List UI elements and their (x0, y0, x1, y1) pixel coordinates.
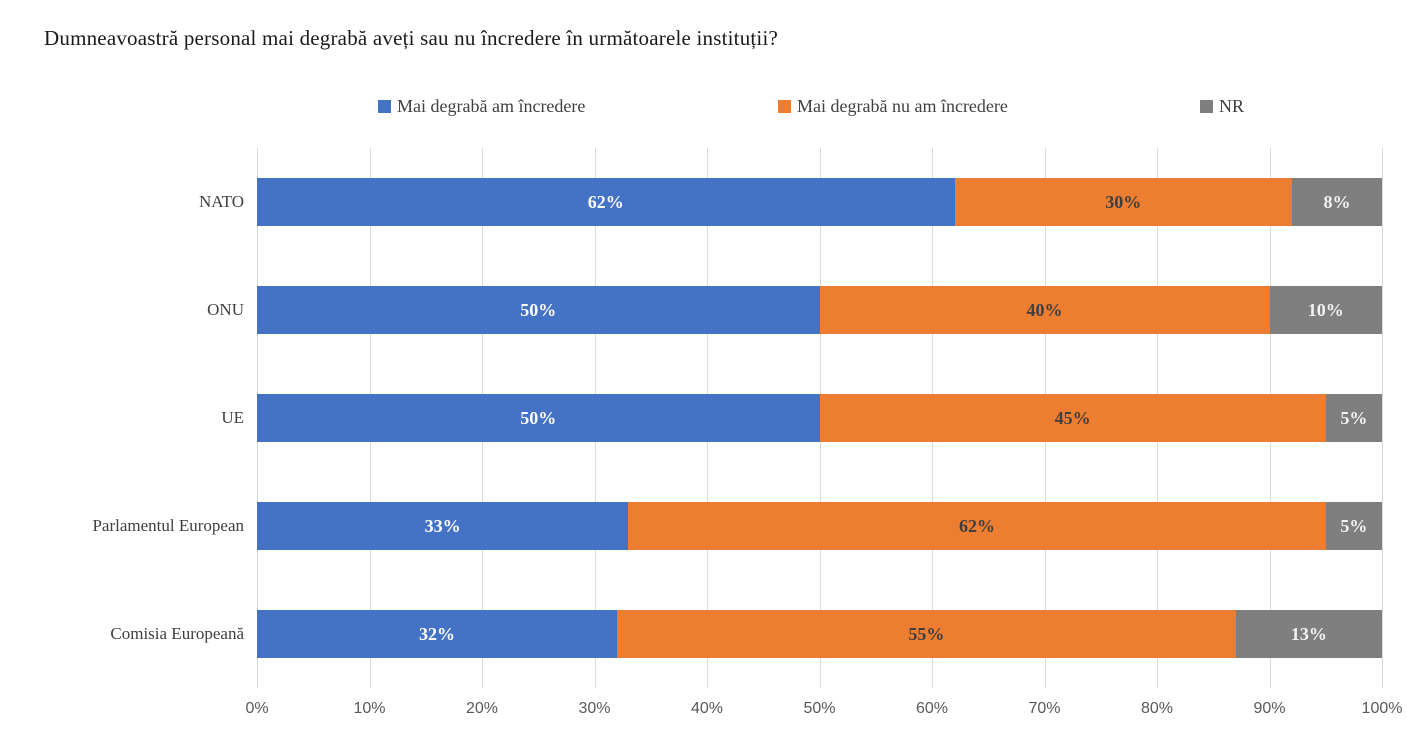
x-axis-tick-label: 0% (245, 700, 269, 717)
legend-item: Mai degrabă nu am încredere (778, 96, 1008, 117)
bar-segment: 33% (257, 502, 629, 550)
x-axis: 0% 10% 20% 30% 40% 50% 60% 70% 80% 90% 100% (245, 700, 1402, 724)
legend-label: Mai degrabă nu am încredere (797, 96, 1008, 116)
data-label: 50% (520, 407, 557, 428)
category-label: Parlamentul European (92, 516, 244, 535)
bar-segment: 8% (1292, 178, 1382, 226)
bar-row: 50% 45% 5% (257, 394, 1382, 442)
data-label: 5% (1340, 515, 1368, 536)
data-label: 55% (908, 623, 945, 644)
data-label: 8% (1323, 191, 1351, 212)
plot-area: 62% 30% 8% 50% 40% 10% 50% 45% 5% 33% 62% 5% 32% 55% 1… (257, 148, 1383, 688)
y-axis-category-labels: NATO ONU UE Parlamentul European Comisia Eur… (0, 148, 244, 688)
legend-swatch-icon (378, 100, 391, 113)
bar-segment: 45% (819, 394, 1326, 442)
x-axis-tick-label: 80% (1140, 700, 1174, 717)
category-label: ONU (207, 300, 244, 319)
bar-segment: 50% (257, 286, 820, 334)
legend: Mai degrabă am încredere Mai degrabă nu a… (0, 96, 1407, 118)
bar-segment: 62% (628, 502, 1326, 550)
data-label: 30% (1105, 191, 1142, 212)
x-axis-tick-label: 60% (915, 700, 949, 717)
bar-segment: 55% (617, 610, 1236, 658)
bar-row: 50% 40% 10% (257, 286, 1382, 334)
category-label: UE (221, 408, 244, 427)
bar-segment: 10% (1269, 286, 1382, 334)
x-axis-tick-label: 70% (1028, 700, 1061, 717)
data-label: 32% (419, 623, 455, 644)
bar-segment: 5% (1325, 502, 1382, 550)
bar-segment: 50% (257, 394, 820, 442)
category-label: NATO (198, 192, 244, 211)
data-label: 62% (959, 515, 995, 536)
bar-row: 62% 30% 8% (257, 178, 1382, 226)
data-label: 45% (1054, 407, 1091, 428)
data-label: 33% (424, 515, 461, 536)
data-label: 10% (1307, 299, 1344, 320)
x-axis-tick-label: 90% (1253, 700, 1286, 717)
bar-segment: 30% (954, 178, 1292, 226)
legend-label: NR (1219, 96, 1245, 116)
data-label: 5% (1340, 407, 1368, 428)
bar-segment: 62% (257, 178, 955, 226)
data-label: 13% (1290, 623, 1327, 644)
legend-label: Mai degrabă am încredere (397, 96, 586, 116)
bar-segment: 5% (1325, 394, 1382, 442)
x-axis-tick-label: 50% (803, 700, 836, 717)
chart-title: Dumneavoastră personal mai degrabă aveți… (44, 26, 779, 50)
gridline (1382, 148, 1383, 688)
data-label: 40% (1026, 299, 1063, 320)
x-axis-tick-label: 100% (1361, 700, 1403, 717)
x-axis-tick-label: 40% (690, 700, 724, 717)
bar-row: 32% 55% 13% (257, 610, 1382, 658)
x-axis-tick-label: 20% (465, 700, 499, 717)
bar-row: 33% 62% 5% (257, 502, 1382, 550)
legend-swatch-icon (1200, 100, 1213, 113)
legend-item: NR (1200, 96, 1244, 117)
legend-item: Mai degrabă am încredere (378, 96, 585, 117)
bar-segment: 32% (257, 610, 617, 658)
bar-segment: 13% (1235, 610, 1382, 658)
x-axis-tick-label: 10% (353, 700, 386, 717)
legend-swatch-icon (778, 100, 791, 113)
data-label: 62% (587, 191, 624, 212)
bar-segment: 40% (819, 286, 1270, 334)
data-label: 50% (520, 299, 557, 320)
x-axis-tick-label: 30% (578, 700, 611, 717)
category-label: Comisia Europeană (110, 624, 244, 643)
